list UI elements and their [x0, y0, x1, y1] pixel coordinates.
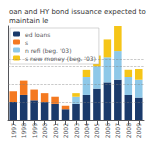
- svg-text:ed loans: ed loans: [25, 31, 50, 38]
- svg-text:s new money (beg. '03): s new money (beg. '03): [25, 55, 96, 63]
- svg-text:2002: 2002: [62, 123, 69, 138]
- svg-text:2006: 2006: [104, 123, 111, 138]
- svg-text:1999: 1999: [31, 123, 38, 138]
- svg-text:s: s: [25, 39, 28, 46]
- svg-text:2001: 2001: [52, 123, 59, 138]
- svg-text:n refi (beg. '03): n refi (beg. '03): [25, 47, 72, 55]
- svg-text:2005: 2005: [93, 123, 100, 138]
- svg-text:1997: 1997: [10, 123, 17, 138]
- svg-text:2008: 2008: [125, 123, 132, 138]
- svg-text:2003: 2003: [73, 123, 80, 138]
- svg-text:2004: 2004: [83, 123, 90, 138]
- svg-text:maintain le: maintain le: [9, 17, 48, 25]
- svg-text:oan and HY bond issuance expec: oan and HY bond issuance expected to: [9, 8, 148, 16]
- svg-text:2009: 2009: [135, 123, 142, 138]
- svg-text:1998: 1998: [20, 123, 27, 138]
- svg-text:2000: 2000: [41, 123, 48, 138]
- svg-text:2007: 2007: [114, 123, 121, 138]
